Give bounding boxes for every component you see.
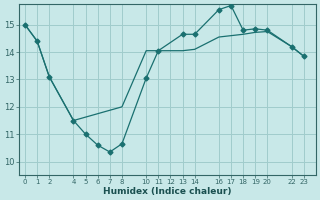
X-axis label: Humidex (Indice chaleur): Humidex (Indice chaleur): [103, 187, 232, 196]
